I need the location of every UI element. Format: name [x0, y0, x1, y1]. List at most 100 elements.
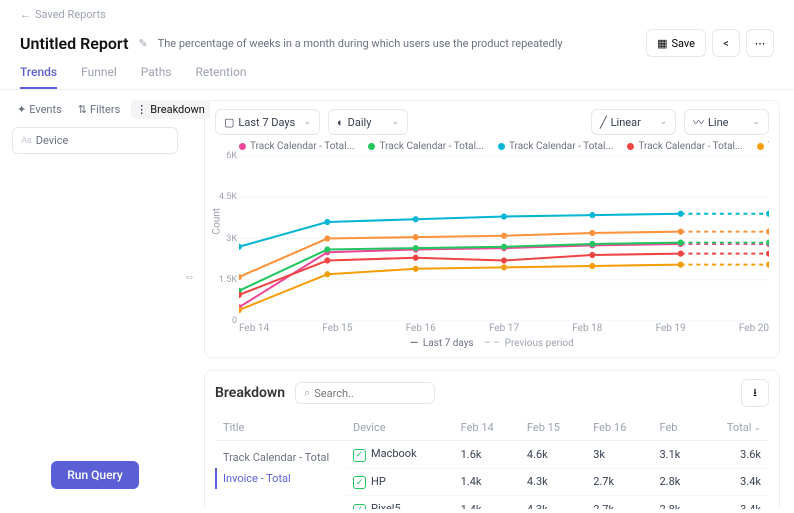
download-button[interactable]: ⭳	[741, 379, 769, 407]
filters-icon: ⇅	[78, 103, 87, 116]
device-cell: ✓Macbook	[345, 441, 453, 469]
tool-tab-filters[interactable]: ⇅Filters	[73, 100, 126, 119]
value-cell: 1.4k	[453, 468, 519, 496]
search-icon: ⌕	[304, 386, 310, 400]
share-button[interactable]: <	[712, 29, 740, 57]
value-cell: 1.6k	[453, 441, 519, 469]
value-cell: 4.3k	[519, 496, 585, 510]
filters-label: Filters	[90, 103, 120, 116]
run-query-button[interactable]: Run Query	[51, 461, 138, 489]
chevron-down-icon: ⌄	[752, 117, 760, 127]
x-tick: Feb 20	[739, 323, 769, 334]
value-cell: 3k	[585, 441, 651, 469]
line-icon: 〰	[693, 114, 704, 130]
legend-item[interactable]: Track Calendar - Total...	[239, 141, 354, 152]
search-input[interactable]	[314, 387, 426, 400]
legend-item[interactable]: Track Calendar - Total...	[498, 141, 613, 152]
report-title: Untitled Report	[20, 34, 128, 53]
table-row[interactable]: Track Calendar - TotalInvoice - Total✓Ma…	[215, 441, 769, 469]
edit-icon[interactable]: ✎	[138, 37, 147, 50]
table-header: Feb	[652, 415, 702, 441]
breakdown-chip[interactable]: Aa Device	[12, 127, 178, 154]
x-tick: Feb 16	[406, 323, 436, 334]
device-cell: ✓HP	[345, 468, 453, 496]
tab-trends[interactable]: Trends	[20, 65, 57, 89]
events-label: Events	[29, 103, 62, 116]
tool-tab-events[interactable]: ✦Events	[12, 100, 67, 119]
device-cell: ✓Pixel5	[345, 496, 453, 510]
checkbox[interactable]: ✓	[353, 449, 366, 462]
more-button[interactable]: ⋯	[746, 29, 774, 57]
title-item[interactable]: Track Calendar - Total	[223, 447, 337, 468]
value-cell: 2.7k	[585, 496, 651, 510]
legend-item[interactable]: Track Calendar - Total...	[757, 141, 769, 152]
range-label: Last 7 Days	[238, 116, 295, 129]
breakdown-card: Breakdown ⌕ ⭳ TitleDeviceFeb 14Feb 15Feb…	[204, 370, 780, 509]
value-cell: 3.4k	[701, 468, 769, 496]
value-cell: 3.4k	[701, 496, 769, 510]
type-label: Line	[708, 116, 729, 129]
x-axis-labels: Feb 14 Feb 15 Feb 16 Feb 17 Feb 18 Feb 19 Feb …	[239, 323, 769, 334]
title-column: Track Calendar - TotalInvoice - Total	[215, 441, 345, 510]
download-icon: ⭳	[753, 384, 757, 403]
table-header: Title	[215, 415, 345, 441]
value-cell: 3.6k	[701, 441, 769, 469]
save-button[interactable]: ▦ Save	[646, 29, 706, 57]
breakdown-title: Breakdown	[215, 385, 285, 401]
table-header: Feb 15	[519, 415, 585, 441]
x-tick: Feb 17	[489, 323, 519, 334]
solid-label: Last 7 days	[423, 338, 474, 349]
chart-type-select[interactable]: 〰 Line ⌄	[684, 109, 769, 135]
y-tick: 6K	[226, 151, 237, 161]
y-tick: 3K	[226, 234, 237, 244]
back-link[interactable]: ← Saved Reports	[20, 8, 774, 21]
events-icon: ✦	[17, 103, 26, 116]
checkbox[interactable]: ✓	[353, 476, 366, 489]
legend-item[interactable]: Track Calendar - Total...	[627, 141, 742, 152]
gran-label: Daily	[348, 116, 372, 129]
tab-funnel[interactable]: Funnel	[81, 65, 117, 89]
text-icon: Aa	[21, 136, 32, 146]
chevron-down-icon[interactable]: ⌄	[753, 423, 761, 433]
value-cell: 4.6k	[519, 441, 585, 469]
main-tabs: Trends Funnel Paths Retention	[0, 57, 794, 90]
chevron-down-icon: ⌄	[659, 117, 667, 127]
x-tick: Feb 15	[322, 323, 352, 334]
x-tick: Feb 19	[656, 323, 686, 334]
y-tick: 1.5K	[219, 275, 237, 285]
value-cell: 2.7k	[585, 468, 651, 496]
tab-paths[interactable]: Paths	[141, 65, 172, 89]
breakdown-table: TitleDeviceFeb 14Feb 15Feb 16FebTotal ⌄ …	[215, 415, 769, 509]
chart-footer-legend: — Last 7 days – – Previous period	[215, 338, 769, 349]
back-label: Saved Reports	[35, 8, 106, 21]
scale-label: Linear	[611, 116, 641, 129]
legend-item[interactable]: Track Calendar - Total...	[368, 141, 483, 152]
chip-label: Device	[36, 134, 69, 147]
chart-card: ▢ Last 7 Days ⌄ ◐Daily ⌄ ╱Linear ⌄ 〰 Line …	[204, 100, 780, 358]
report-description: The percentage of weeks in a month durin…	[158, 37, 563, 50]
share-icon: <	[723, 37, 729, 50]
title-item[interactable]: Invoice - Total	[215, 468, 337, 489]
sidebar: ✦Events ⇅Filters ⋮Breakdown Aa Device ⇔ …	[0, 90, 190, 509]
breakdown-search[interactable]: ⌕	[295, 382, 435, 404]
x-tick: Feb 14	[239, 323, 269, 334]
more-icon: ⋯	[755, 37, 766, 50]
tool-tab-breakdown[interactable]: ⋮Breakdown	[131, 100, 210, 119]
line-chart	[239, 156, 769, 321]
granularity-select[interactable]: ◐Daily ⌄	[328, 109, 408, 135]
save-icon: ▦	[657, 37, 667, 50]
tab-retention[interactable]: Retention	[196, 65, 247, 89]
chart-legend: Track Calendar - Total... Track Calendar …	[239, 141, 769, 152]
x-tick: Feb 18	[572, 323, 602, 334]
date-range-select[interactable]: ▢ Last 7 Days ⌄	[215, 109, 320, 135]
chevron-down-icon: ⌄	[391, 117, 399, 127]
dashed-label: Previous period	[505, 338, 574, 349]
table-header: Feb 16	[585, 415, 651, 441]
breakdown-icon: ⋮	[136, 103, 147, 116]
chevron-down-icon: ⌄	[303, 117, 311, 127]
resize-handle[interactable]: ⇔	[184, 270, 198, 284]
checkbox[interactable]: ✓	[353, 504, 366, 510]
calendar-icon: ▢	[224, 116, 234, 129]
value-cell: 1.4k	[453, 496, 519, 510]
scale-select[interactable]: ╱Linear ⌄	[591, 109, 676, 135]
